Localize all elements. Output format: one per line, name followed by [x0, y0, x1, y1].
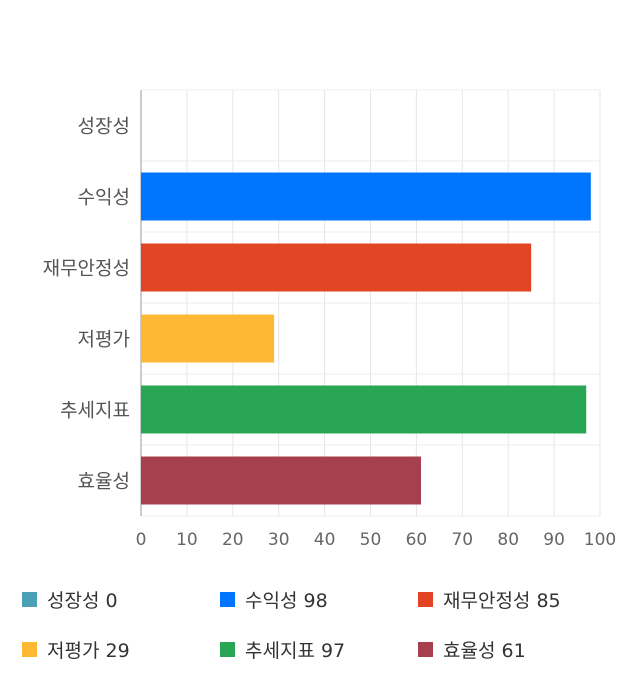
bar-추세지표 — [141, 385, 587, 434]
y-tick-label: 저평가 — [78, 329, 130, 351]
legend-item[interactable]: 재무안정성 85 — [418, 586, 561, 613]
bar-효율성 — [141, 456, 421, 505]
x-tick-label: 0 — [136, 530, 147, 550]
legend-label: 수익성 98 — [245, 590, 328, 612]
legend-swatch — [418, 592, 433, 607]
bar-저평가 — [141, 314, 275, 363]
legend-item[interactable]: 저평가 29 — [22, 636, 130, 663]
x-tick-label: 50 — [360, 530, 382, 550]
y-tick-label: 효율성 — [78, 471, 130, 493]
legend-label: 저평가 29 — [47, 640, 130, 662]
legend-swatch — [220, 592, 235, 607]
legend-item[interactable]: 성장성 0 — [22, 586, 118, 613]
y-tick-label: 추세지표 — [60, 400, 130, 422]
legend-label: 효율성 61 — [443, 640, 526, 662]
x-tick-label: 10 — [176, 530, 198, 550]
legend-swatch — [22, 642, 37, 657]
legend-item[interactable]: 효율성 61 — [418, 636, 526, 663]
y-tick-label: 재무안정성 — [43, 258, 130, 280]
y-tick-label: 성장성 — [78, 116, 130, 138]
x-tick-label: 30 — [268, 530, 290, 550]
legend-swatch — [418, 642, 433, 657]
legend-label: 성장성 0 — [47, 590, 118, 612]
x-tick-label: 40 — [314, 530, 336, 550]
bar-재무안정성 — [141, 243, 532, 292]
legend-label: 추세지표 97 — [245, 640, 346, 662]
x-tick-label: 90 — [543, 530, 565, 550]
x-tick-label: 60 — [406, 530, 428, 550]
bar-수익성 — [141, 172, 591, 221]
bar-chart: 0 10 20 30 40 50 60 70 80 90 100 성장성수익성재무안정성저평가추세지표… — [43, 89, 616, 550]
y-tick-label: 수익성 — [78, 187, 130, 209]
legend-label: 재무안정성 85 — [443, 590, 561, 612]
legend-swatch — [22, 592, 37, 607]
x-tick-label: 20 — [222, 530, 244, 550]
x-tick-label: 70 — [451, 530, 473, 550]
legend-swatch — [220, 642, 235, 657]
legend-item[interactable]: 수익성 98 — [220, 586, 328, 613]
x-tick-label: 80 — [497, 530, 519, 550]
x-tick-label: 100 — [584, 530, 616, 550]
legend-item[interactable]: 추세지표 97 — [220, 636, 345, 663]
